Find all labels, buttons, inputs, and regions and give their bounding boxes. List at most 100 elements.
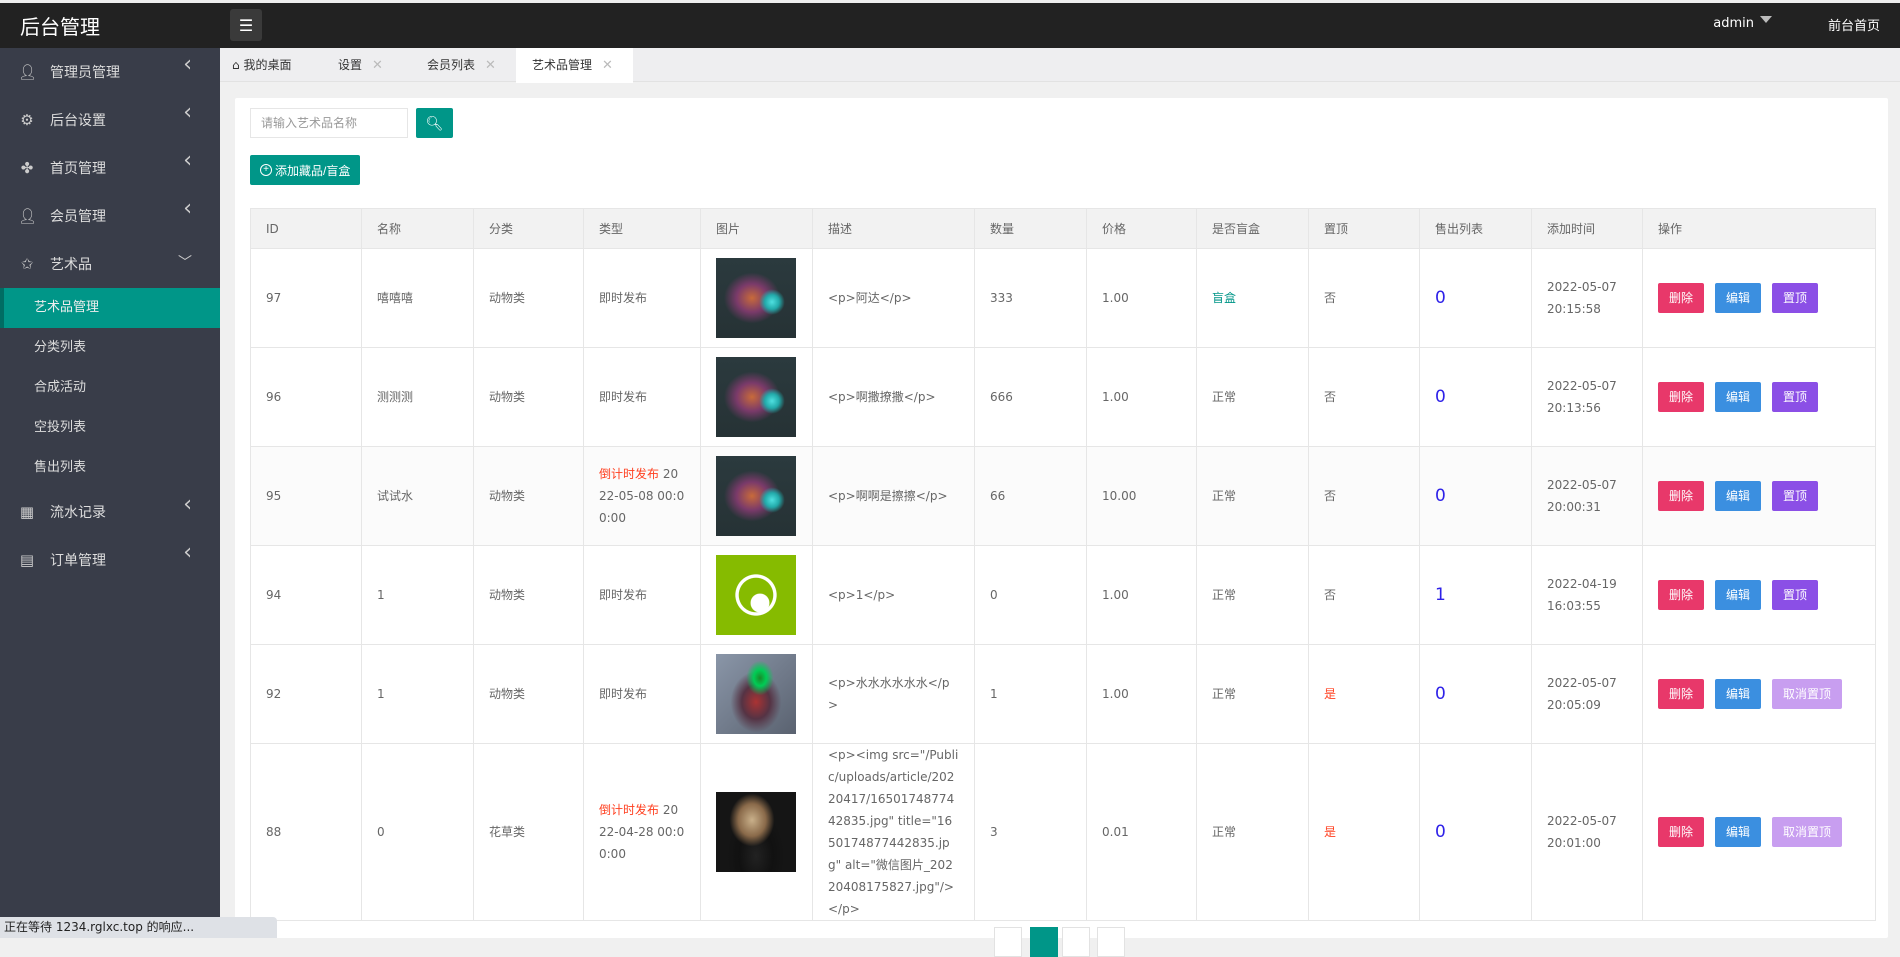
description-cell-value: <p>1</p> [828,588,896,602]
added-time-cell-value: 2022-05-07 20:15:58 [1547,280,1617,316]
delete-button[interactable]: 删除 [1658,580,1705,610]
sidebar-item[interactable]: ⚙ 后台设置 ‹ [0,96,220,144]
type-cell: 即时发布 [583,545,701,645]
edit-button[interactable]: 编辑 [1715,481,1762,511]
pagination-page-current[interactable] [1030,927,1058,957]
tab-members[interactable]: 会员列表 ✕ [427,48,496,82]
edit-button[interactable]: 编辑 [1715,817,1762,847]
sidebar-subitem[interactable]: 艺术品管理 [0,288,220,328]
quantity-cell: 66 [974,446,1087,546]
price-cell-value: 1.00 [1102,390,1129,404]
tab-settings[interactable]: 设置 ✕ [338,48,383,82]
price-cell: 1.00 [1086,545,1197,645]
artwork-search-input[interactable] [250,108,408,138]
sidebar-item-label: 管理员管理 [50,65,120,81]
pin-button[interactable]: 置顶 [1772,283,1819,313]
edit-button[interactable]: 编辑 [1715,679,1762,709]
actions-cell: 删除 编辑 置顶 [1642,446,1876,546]
delete-button[interactable]: 删除 [1658,481,1705,511]
artwork-thumbnail[interactable] [716,792,796,872]
pagination-next[interactable] [1097,927,1125,957]
sidebar-item[interactable]: ▦ 流水记录 ‹ [0,488,220,536]
id-cell: 96 [250,347,362,447]
price-cell-value: 1.00 [1102,588,1129,602]
type-cell: 即时发布 [583,248,701,348]
artwork-thumbnail[interactable] [716,258,796,338]
unpin-button[interactable]: 取消置顶 [1772,679,1843,709]
edit-button[interactable]: 编辑 [1715,283,1762,313]
description-cell-value: <p>阿达</p> [828,291,912,305]
sold-count-link[interactable]: 0 [1435,683,1446,704]
tab-artwork-management[interactable]: 艺术品管理 ✕ [516,48,633,83]
price-cell: 1.00 [1086,347,1197,447]
table-row: 92 1 动物类 即时发布 <p>水水水水水水</p> 1 1.00 正常 是 0 2022-05-… [250,644,1876,744]
delete-button[interactable]: 删除 [1658,283,1705,313]
id-cell-value: 92 [266,687,282,701]
add-artwork-button[interactable]: + 添加藏品/盲盒 [250,155,361,185]
pin-button[interactable]: 置顶 [1772,481,1819,511]
added-time-cell-value: 2022-04-19 16:03:55 [1547,577,1617,613]
artwork-thumbnail[interactable] [716,456,796,536]
sidebar-subitem[interactable]: 分类列表 [34,340,87,355]
delete-button[interactable]: 删除 [1658,817,1705,847]
pin-button[interactable]: 置顶 [1772,382,1819,412]
sold-count-link[interactable]: 0 [1435,485,1446,506]
pagination-prev[interactable] [994,927,1022,957]
blind-box-cell-value: 正常 [1212,588,1237,602]
tab-desktop[interactable]: ⌂ 我的桌面 [232,48,291,82]
quantity-cell-value: 0 [990,588,998,602]
close-icon[interactable]: ✕ [485,58,496,73]
sidebar-item[interactable]: ▤ 订单管理 ‹ [0,536,220,584]
pin-button[interactable]: 置顶 [1772,580,1819,610]
type-cell: 倒计时发布 2022-04-28 00:00:00 [583,743,701,921]
quantity-cell: 333 [974,248,1087,348]
sidebar-subitem[interactable]: 售出列表 [34,460,87,475]
edit-button[interactable]: 编辑 [1715,580,1762,610]
front-home-link[interactable]: 前台首页 [1827,19,1880,34]
close-icon[interactable]: ✕ [602,58,613,73]
artwork-thumbnail[interactable] [716,654,796,734]
sidebar-item[interactable]: ✩ 艺术品 ﹀ [0,240,220,288]
sidebar-item[interactable]: 👤︎ 管理员管理 ‹ [0,48,220,96]
added-time-cell: 2022-05-07 20:00:31 [1531,446,1643,546]
sidebar-subitem[interactable]: 合成活动 [34,380,87,395]
table-header: ID 名称 分类 类型 图片 描述 数量 价格 是否盲盒 置顶 售出列表 添加时间 操作 [250,208,1876,249]
sidebar-subitem[interactable]: 空投列表 [34,420,87,435]
sold-count-link[interactable]: 0 [1435,386,1446,407]
type-value: 倒计时发布 [599,803,660,817]
tab-bar: ⌂ 我的桌面 设置 ✕ 会员列表 ✕ 艺术品管理 ✕ [220,48,1900,83]
id-cell: 92 [250,644,362,744]
sold-count-link[interactable]: 1 [1435,584,1446,605]
scrollbar[interactable] [1890,82,1900,938]
sidebar-item[interactable]: 👤︎ 会员管理 ‹ [0,192,220,240]
delete-button[interactable]: 删除 [1658,382,1705,412]
artwork-thumbnail[interactable] [716,555,796,635]
sold-count-link[interactable]: 0 [1435,287,1446,308]
blind-box-cell-value: 盲盒 [1212,291,1237,305]
artwork-thumbnail[interactable] [716,357,796,437]
column-header: 价格 [1086,208,1197,249]
user-menu[interactable]: admin [1713,16,1772,31]
sidebar-item-label: 后台设置 [50,113,106,129]
name-cell-value: 1 [377,687,385,701]
added-time-cell-value: 2022-05-07 20:13:56 [1547,379,1617,415]
unpin-button[interactable]: 取消置顶 [1772,817,1843,847]
edit-button[interactable]: 编辑 [1715,382,1762,412]
added-time-cell: 2022-05-07 20:01:00 [1531,743,1643,921]
close-icon[interactable]: ✕ [372,58,383,73]
name-cell-value: 嘻嘻嘻 [377,291,414,305]
delete-button[interactable]: 删除 [1658,679,1705,709]
pinned-cell: 否 [1308,545,1420,645]
column-header: 描述 [812,208,975,249]
sold-count-link[interactable]: 0 [1435,821,1446,842]
actions-cell: 删除 编辑 取消置顶 [1642,743,1876,921]
category-cell-value: 动物类 [489,687,526,701]
image-cell [700,644,813,744]
pagination-page[interactable] [1062,927,1090,957]
added-time-cell-value: 2022-05-07 20:00:31 [1547,478,1617,514]
sold-list-cell: 0 [1419,743,1532,921]
table-row: 94 1 动物类 即时发布 <p>1</p> 0 1.00 正常 否 1 2022-04-19 16… [250,545,1876,645]
search-button[interactable]: 🔍︎ [416,108,453,138]
sidebar-item[interactable]: ✤ 首页管理 ‹ [0,144,220,192]
menu-toggle-button[interactable]: ☰ [230,9,262,41]
